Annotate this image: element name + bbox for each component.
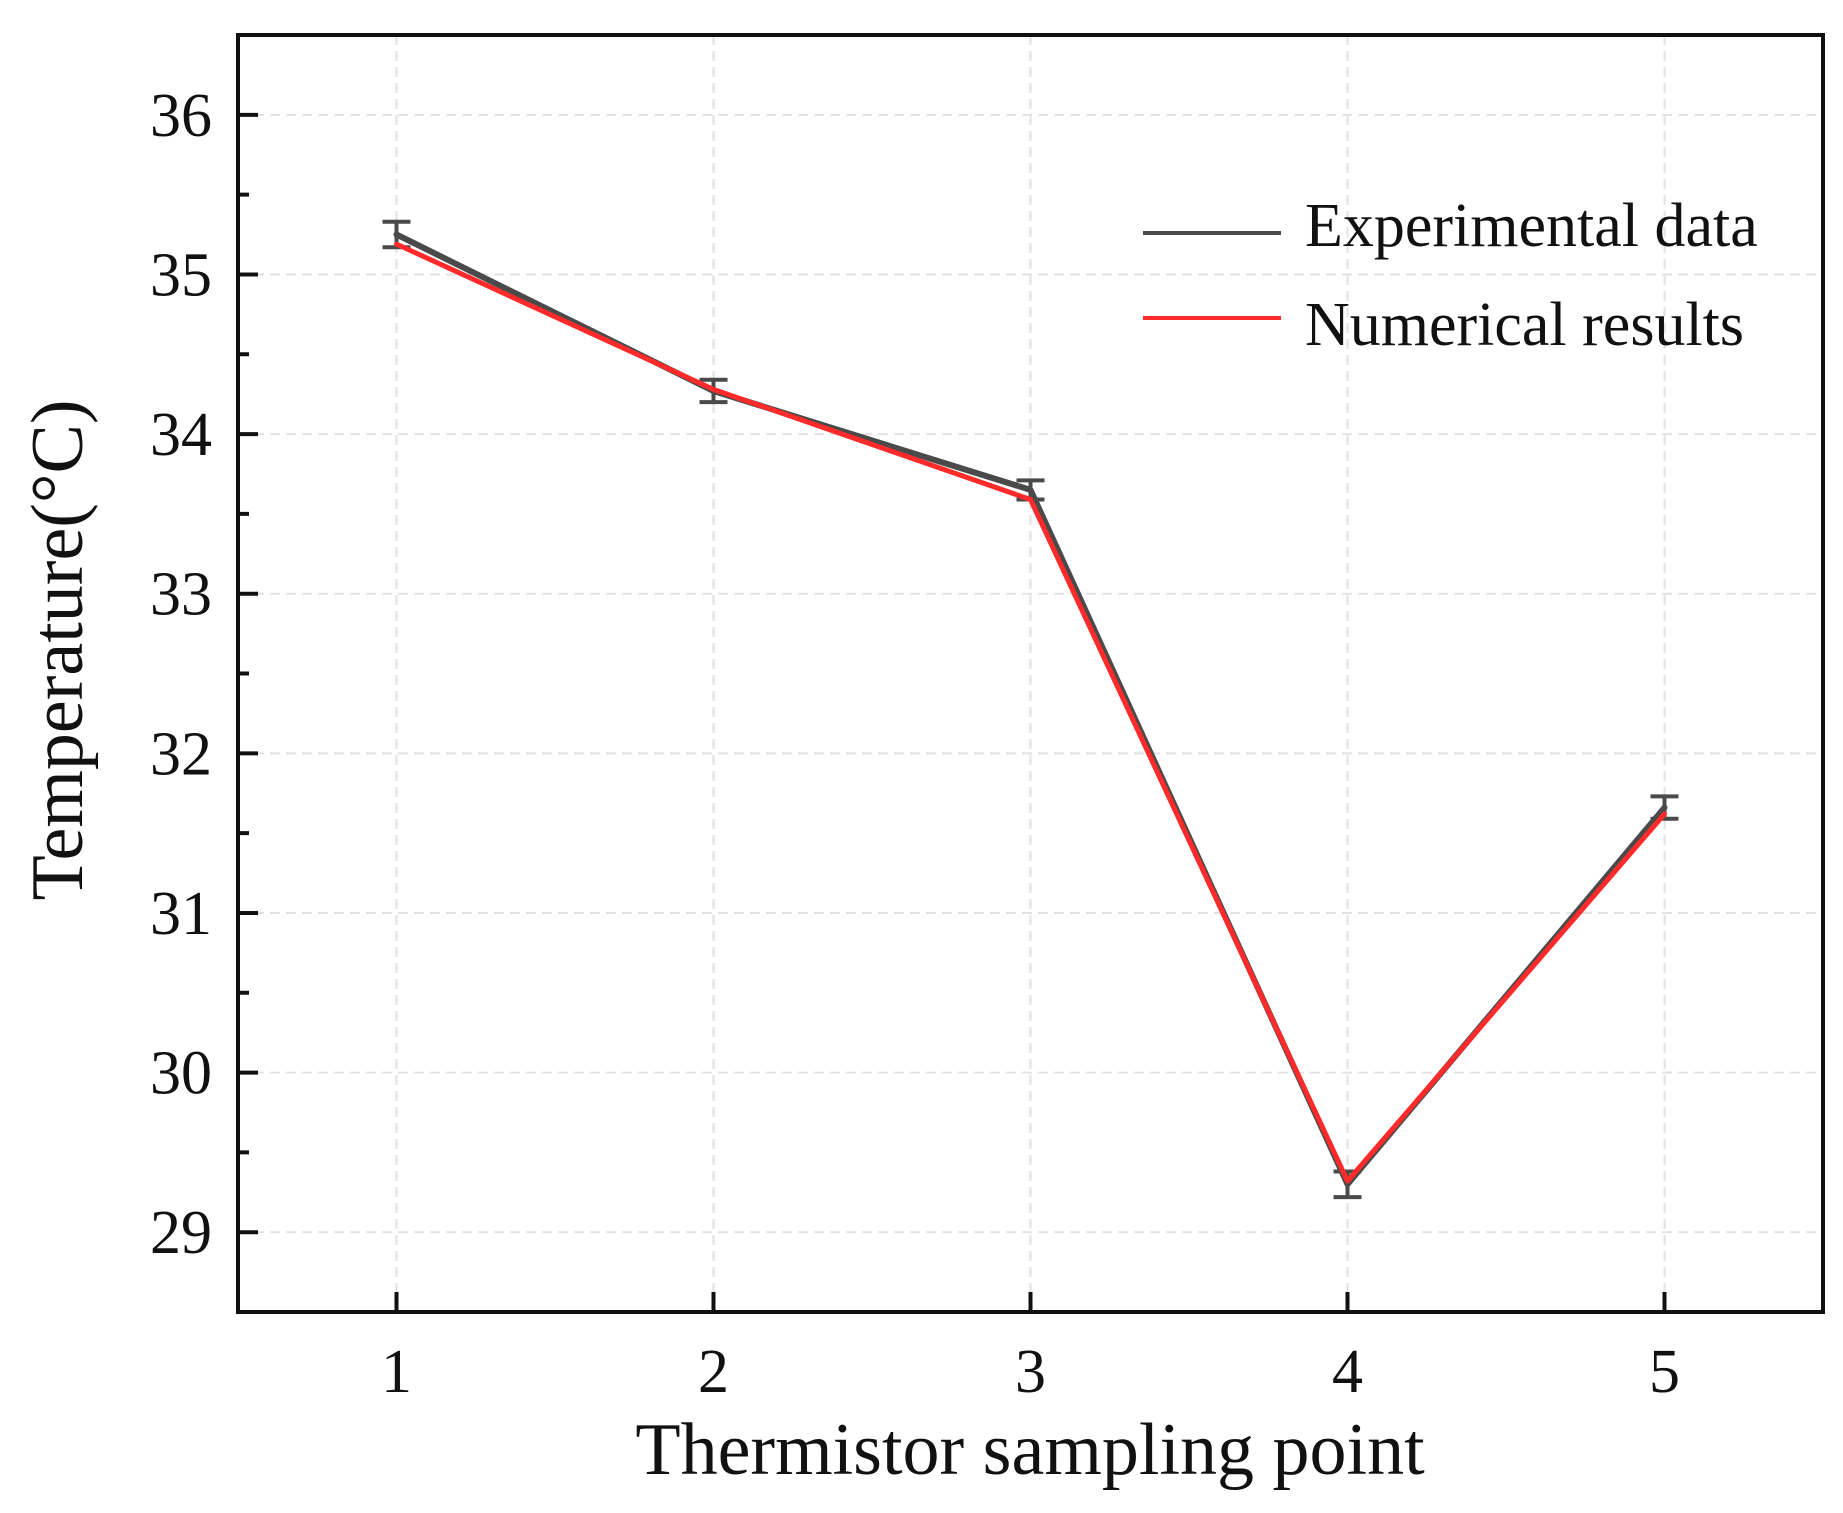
- x-tick-label: 1: [381, 1338, 412, 1406]
- grid-layer: [238, 35, 1823, 1312]
- y-tick-label: 36: [150, 82, 212, 150]
- y-tick-label: 34: [150, 401, 212, 469]
- series-line-numerical: [394, 241, 1667, 1184]
- legend: Experimental data Numerical results: [1143, 192, 1758, 359]
- y-tick-label: 30: [150, 1040, 212, 1108]
- y-tick-label: 31: [150, 880, 212, 948]
- x-axis-title: Thermistor sampling point: [635, 1409, 1425, 1491]
- x-tick-label: 4: [1332, 1338, 1363, 1406]
- y-tick-label: 29: [150, 1199, 212, 1267]
- y-tick-label: 35: [150, 241, 212, 309]
- x-tick-label: 3: [1015, 1338, 1046, 1406]
- y-tick-label: 33: [150, 561, 212, 629]
- legend-label-experimental: Experimental data: [1305, 192, 1758, 260]
- y-tick-label: 32: [150, 720, 212, 788]
- x-tick-label: 5: [1649, 1338, 1680, 1406]
- x-tick-label: 2: [698, 1338, 729, 1406]
- legend-label-numerical: Numerical results: [1305, 291, 1744, 359]
- y-axis-title: Temperature(°C): [17, 399, 99, 900]
- series-layer: [382, 219, 1679, 1200]
